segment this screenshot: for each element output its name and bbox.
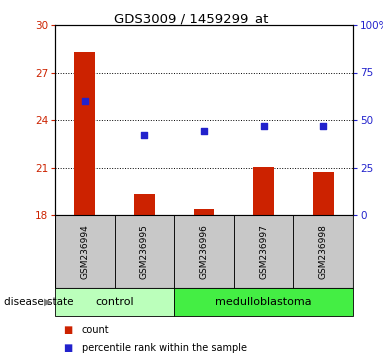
Point — [201, 129, 207, 134]
Text: GSM236996: GSM236996 — [200, 224, 208, 279]
Point — [141, 132, 147, 138]
Bar — [74, 52, 95, 215]
Text: ■: ■ — [63, 325, 72, 335]
Text: GSM236994: GSM236994 — [80, 224, 89, 279]
Bar — [234, 215, 293, 288]
Bar — [174, 288, 353, 316]
Text: GSM236998: GSM236998 — [319, 224, 328, 279]
Text: percentile rank within the sample: percentile rank within the sample — [82, 343, 247, 353]
Bar — [253, 167, 274, 215]
Text: GDS3009 / 1459299_at: GDS3009 / 1459299_at — [114, 12, 269, 25]
Bar — [134, 194, 155, 215]
Text: medulloblastoma: medulloblastoma — [215, 297, 312, 307]
Text: count: count — [82, 325, 110, 335]
Text: control: control — [95, 297, 134, 307]
Bar — [55, 288, 174, 316]
Text: GSM236995: GSM236995 — [140, 224, 149, 279]
Text: disease state: disease state — [4, 297, 73, 307]
Bar — [293, 215, 353, 288]
Point — [260, 123, 267, 129]
Bar — [115, 215, 174, 288]
Point — [320, 123, 326, 129]
Text: ■: ■ — [63, 343, 72, 353]
Bar — [313, 172, 334, 215]
Text: GSM236997: GSM236997 — [259, 224, 268, 279]
Bar — [193, 209, 214, 215]
Point — [82, 98, 88, 104]
Bar — [55, 215, 115, 288]
Text: ▶: ▶ — [44, 297, 51, 307]
Bar — [174, 215, 234, 288]
